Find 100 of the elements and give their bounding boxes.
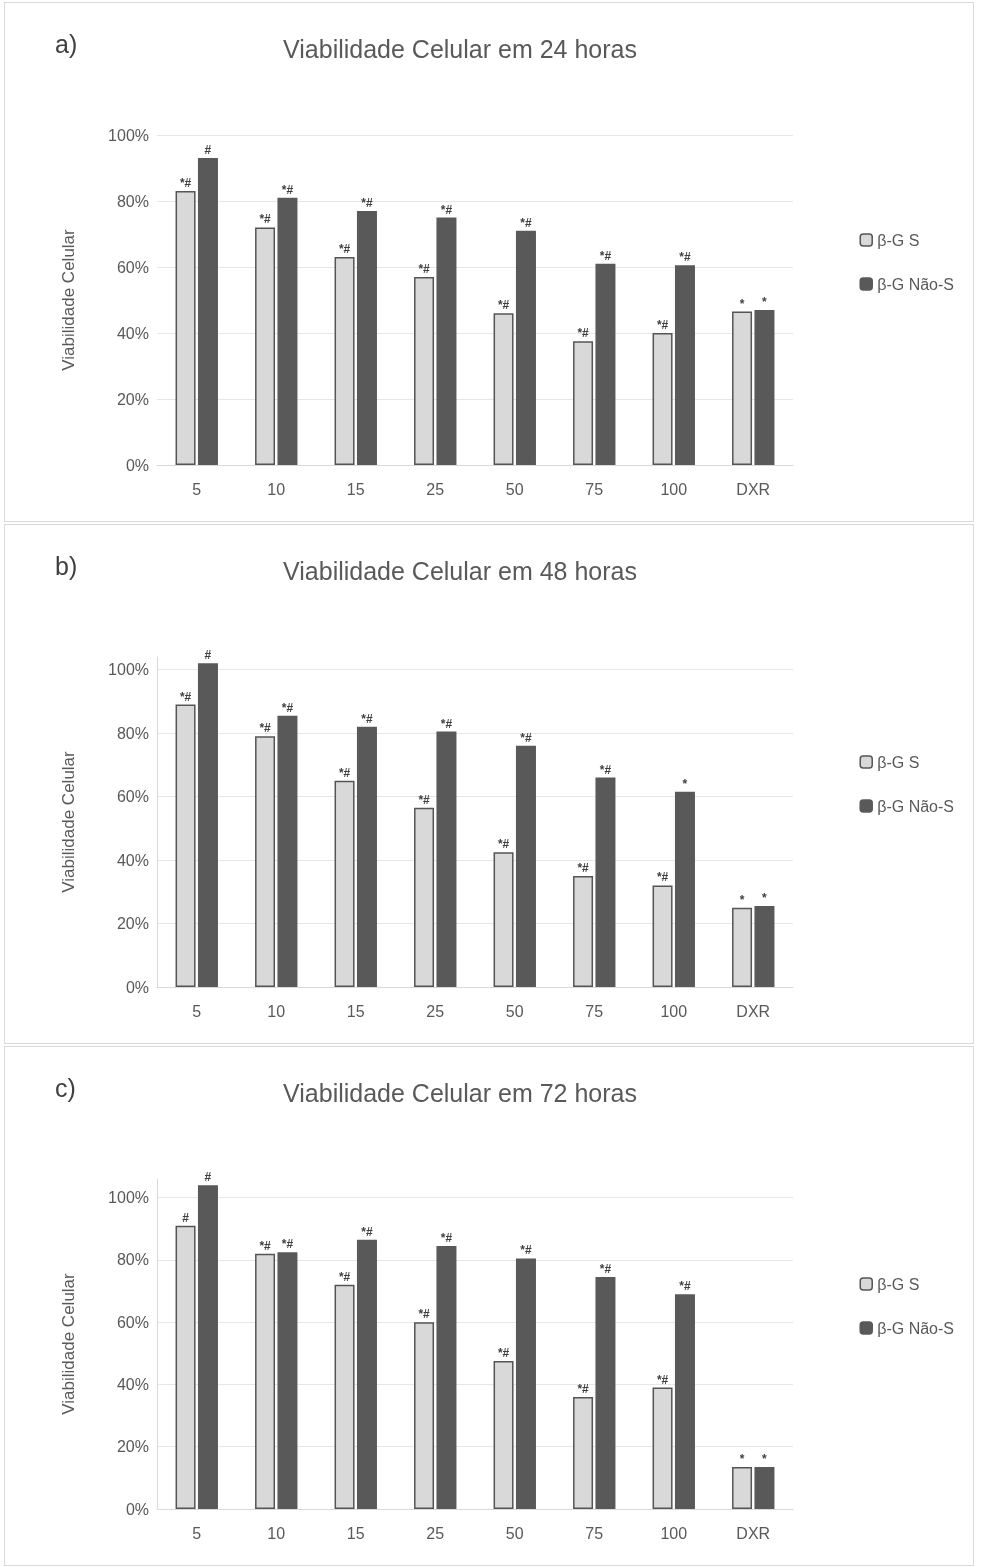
data-label: *# bbox=[577, 326, 590, 341]
x-tick-label: 50 bbox=[505, 1524, 524, 1542]
y-tick-label: 80% bbox=[116, 192, 149, 210]
chart-title: Viabilidade Celular em 48 horas bbox=[283, 556, 637, 585]
bar bbox=[197, 1185, 218, 1509]
data-label: * bbox=[762, 891, 768, 906]
data-label: *# bbox=[179, 689, 192, 704]
bar bbox=[277, 1252, 298, 1509]
data-label: *# bbox=[599, 1262, 612, 1277]
bar bbox=[277, 197, 298, 465]
y-tick-label: 40% bbox=[116, 1375, 149, 1393]
y-tick-label: 100% bbox=[108, 1189, 149, 1207]
bar bbox=[515, 230, 536, 465]
data-label: # bbox=[204, 1170, 212, 1185]
data-label: *# bbox=[259, 1238, 272, 1253]
data-label: *# bbox=[259, 212, 272, 227]
y-tick-label: 40% bbox=[116, 324, 149, 342]
data-label: * bbox=[739, 1451, 745, 1466]
data-label: *# bbox=[418, 792, 431, 807]
bar bbox=[595, 1277, 616, 1509]
x-tick-label: 25 bbox=[426, 1002, 445, 1020]
bar bbox=[674, 265, 695, 465]
data-label: *# bbox=[656, 1372, 669, 1387]
data-label: *# bbox=[520, 215, 532, 230]
x-tick-label: DXR bbox=[736, 480, 771, 498]
bar bbox=[674, 1294, 695, 1509]
y-tick-label: 60% bbox=[116, 1313, 149, 1331]
data-label: *# bbox=[281, 700, 294, 715]
x-tick-label: 100 bbox=[660, 1002, 688, 1020]
y-tick-label: 60% bbox=[116, 788, 149, 806]
y-tick-label: 100% bbox=[108, 661, 149, 679]
y-tick-label: 0% bbox=[125, 1500, 149, 1518]
legend-label: β-G S bbox=[877, 753, 920, 771]
data-label: # bbox=[204, 648, 212, 663]
data-label: *# bbox=[440, 1230, 453, 1245]
data-label: *# bbox=[520, 730, 532, 745]
legend-label: β-G Não-S bbox=[877, 1319, 955, 1337]
x-tick-label: 15 bbox=[346, 1002, 365, 1020]
data-label: *# bbox=[656, 318, 669, 332]
x-tick-label: DXR bbox=[736, 1524, 771, 1542]
data-label: *# bbox=[599, 248, 612, 263]
x-tick-label: 5 bbox=[192, 1002, 202, 1020]
data-label: * bbox=[762, 1451, 768, 1466]
x-tick-label: 50 bbox=[505, 1002, 524, 1020]
data-label: *# bbox=[418, 261, 431, 276]
bar bbox=[515, 1258, 536, 1509]
bar bbox=[197, 663, 218, 987]
bar bbox=[436, 1245, 457, 1509]
x-tick-label: 25 bbox=[426, 480, 445, 498]
y-axis-title: Viabilidade Celular bbox=[59, 228, 78, 371]
y-tick-label: 100% bbox=[108, 126, 149, 144]
bar bbox=[754, 309, 775, 465]
data-label: *# bbox=[679, 1279, 691, 1294]
legend-label: β-G Não-S bbox=[877, 797, 955, 815]
bar bbox=[595, 777, 616, 987]
data-label: *# bbox=[497, 1346, 510, 1361]
bar bbox=[754, 906, 775, 987]
y-tick-label: 60% bbox=[116, 258, 149, 276]
x-tick-label: 100 bbox=[660, 480, 688, 498]
y-tick-label: 20% bbox=[116, 915, 149, 933]
chart-title: Viabilidade Celular em 72 horas bbox=[283, 1078, 637, 1107]
data-label: *# bbox=[361, 1224, 373, 1239]
legend-label: β-G S bbox=[877, 231, 920, 249]
data-label: *# bbox=[656, 870, 669, 885]
x-tick-label: 10 bbox=[267, 1524, 286, 1542]
x-tick-label: 5 bbox=[192, 1524, 202, 1542]
data-label: *# bbox=[361, 711, 373, 726]
y-axis-title: Viabilidade Celular bbox=[59, 750, 78, 893]
bar bbox=[277, 715, 298, 987]
bar bbox=[436, 217, 457, 465]
data-label: *# bbox=[338, 242, 351, 257]
text: b) bbox=[55, 551, 78, 580]
x-tick-label: 15 bbox=[346, 480, 365, 498]
data-label: *# bbox=[281, 182, 294, 197]
x-tick-label: 10 bbox=[267, 480, 286, 498]
y-tick-label: 20% bbox=[116, 1438, 149, 1456]
data-label: *# bbox=[497, 298, 510, 313]
bar bbox=[356, 210, 377, 465]
bar bbox=[197, 158, 218, 465]
data-label: *# bbox=[338, 765, 351, 780]
data-label: *# bbox=[440, 716, 453, 731]
chart-title: Viabilidade Celular em 24 horas bbox=[283, 34, 637, 63]
y-tick-label: 40% bbox=[116, 851, 149, 869]
data-label: *# bbox=[577, 1381, 590, 1396]
data-label: * bbox=[739, 296, 745, 311]
legend-label: β-G Não-S bbox=[877, 275, 955, 293]
legend-label: β-G S bbox=[877, 1275, 920, 1293]
y-tick-label: 0% bbox=[125, 456, 149, 474]
x-tick-label: 10 bbox=[267, 1002, 286, 1020]
x-tick-label: 100 bbox=[660, 1524, 688, 1542]
y-axis-title: Viabilidade Celular bbox=[59, 1272, 78, 1415]
x-tick-label: 15 bbox=[346, 1524, 365, 1542]
data-label: *# bbox=[338, 1269, 351, 1284]
data-label: # bbox=[182, 1210, 190, 1225]
bar bbox=[356, 726, 377, 987]
data-label: *# bbox=[497, 837, 510, 852]
data-label: * bbox=[682, 776, 688, 791]
text: a) bbox=[55, 29, 78, 58]
bar bbox=[436, 731, 457, 987]
bar bbox=[515, 745, 536, 987]
